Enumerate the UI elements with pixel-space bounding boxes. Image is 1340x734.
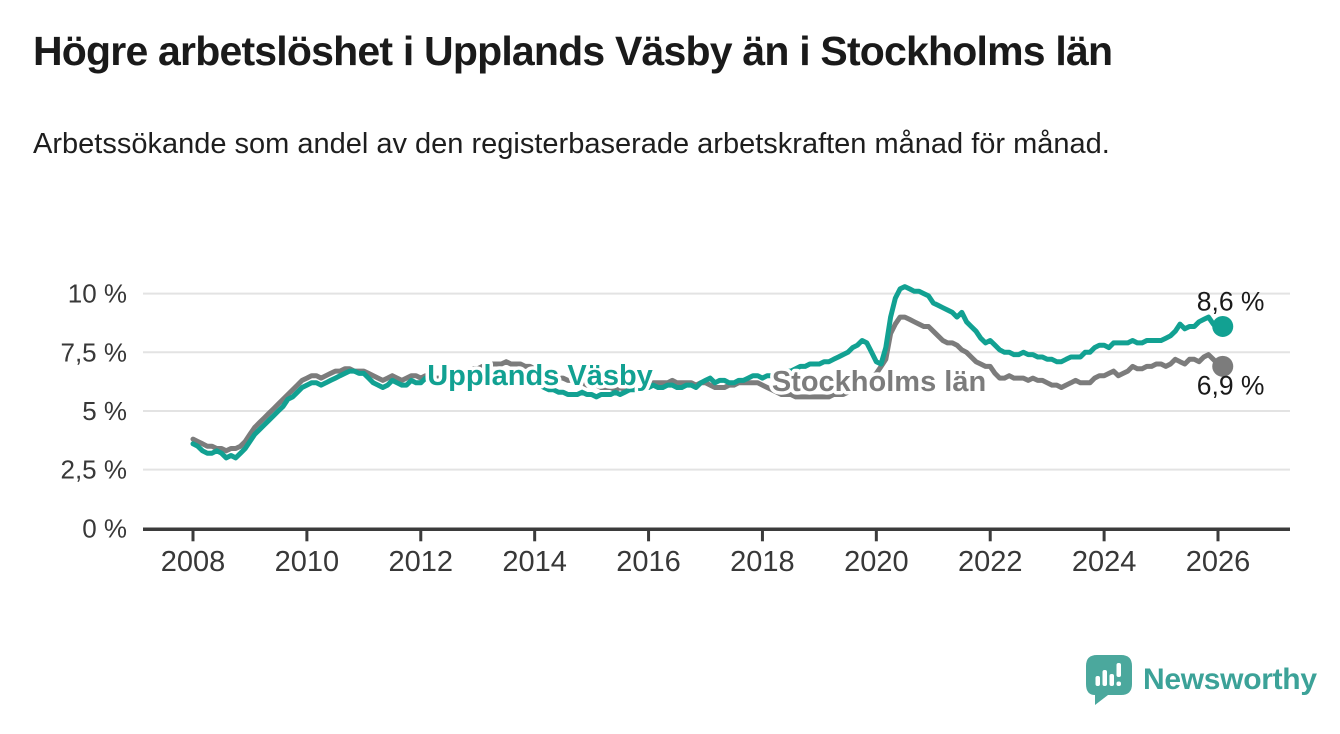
end-value-label-stockholms-l-n: 6,9 %: [1197, 370, 1265, 400]
x-tick-label: 2008: [161, 546, 226, 578]
newsworthy-logo-text: Newsworthy: [1143, 663, 1317, 696]
x-tick-label: 2014: [502, 546, 567, 578]
x-tick-label: 2010: [275, 546, 340, 578]
x-tick-label: 2020: [844, 546, 909, 578]
page-subtitle: Arbetssökande som andel av den registerb…: [33, 128, 1110, 160]
end-dot-stockholms-l-n: [1212, 355, 1234, 377]
x-tick-label: 2016: [616, 546, 681, 578]
x-tick-label: 2022: [958, 546, 1023, 578]
page-title: Högre arbetslöshet i Upplands Väsby än i…: [33, 28, 1113, 74]
y-tick-label: 10 %: [68, 279, 127, 309]
x-tick-label: 2026: [1186, 546, 1251, 578]
bar-chart-speech-bubble-icon: [1086, 655, 1132, 705]
x-tick-label: 2018: [730, 546, 795, 578]
x-tick-label: 2012: [389, 546, 454, 578]
y-tick-label: 2,5 %: [61, 455, 128, 485]
x-tick-label: 2024: [1072, 546, 1137, 578]
end-dot-upplands-v-sby: [1212, 315, 1234, 337]
series-label-stockholms-l-n: Stockholms län: [772, 366, 986, 398]
y-tick-label: 5 %: [82, 396, 127, 426]
y-tick-label: 7,5 %: [61, 337, 128, 367]
newsworthy-logo: Newsworthy: [1086, 655, 1317, 705]
series-line-stockholms-l-n: [190, 314, 1226, 454]
y-tick-label: 0 %: [82, 513, 127, 543]
series-label-upplands-v-sby: Upplands Väsby: [427, 360, 653, 392]
end-value-label-upplands-v-sby: 8,6 %: [1197, 286, 1265, 316]
unemployment-chart: 0 % 2,5 % 5 % 7,5 % 10 % 2008 2010 2012 2014 2016…: [61, 279, 1290, 578]
series-line-upplands-v-sby: [190, 284, 1226, 461]
